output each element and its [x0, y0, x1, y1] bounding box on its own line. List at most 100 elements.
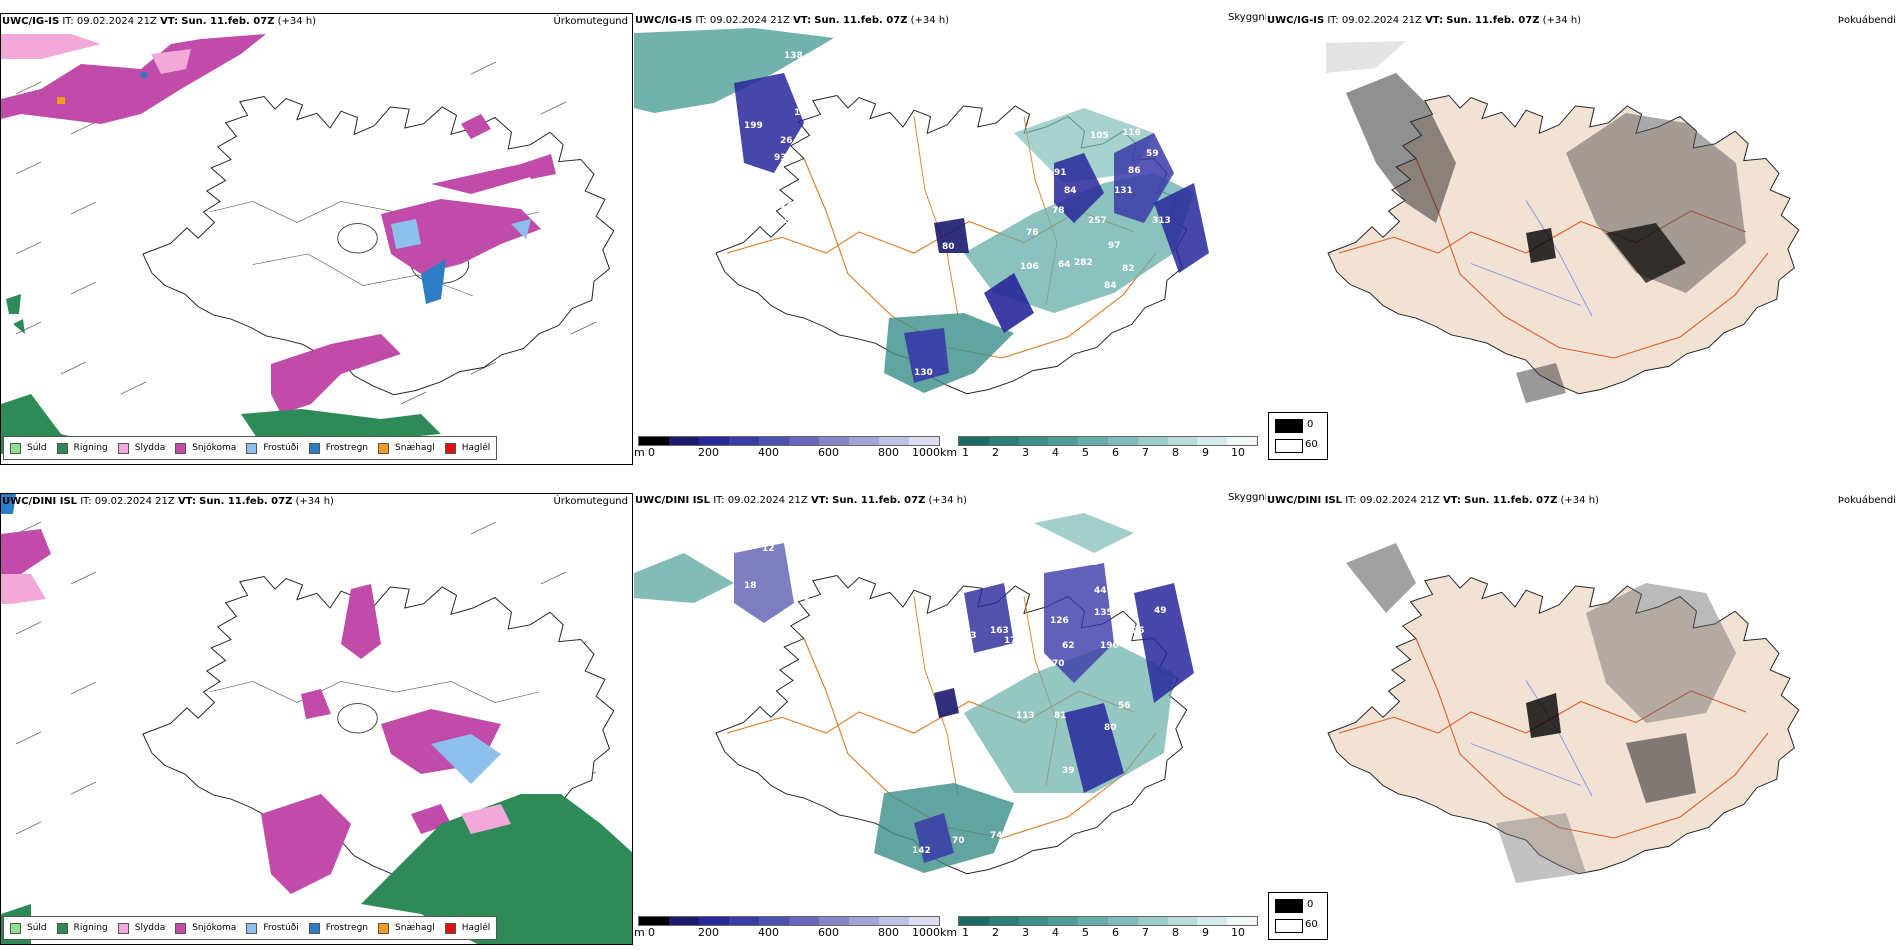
- vis-label: 172: [940, 874, 959, 884]
- vis-m-colorbar: [638, 916, 940, 926]
- vt-value: Sun. 11.feb. 07Z: [1446, 15, 1540, 26]
- precip-map-top: [1, 34, 615, 454]
- vis-label: 160: [1080, 558, 1099, 568]
- legend-label: Haglél: [461, 443, 491, 453]
- legend-label: Snjókoma: [192, 443, 237, 453]
- vis-m-tick: 1000: [912, 446, 940, 459]
- vis-label: 82: [1122, 264, 1135, 274]
- vt-label: VT:: [810, 495, 829, 506]
- it-label: IT:: [62, 16, 74, 27]
- legend-label: Snæhagl: [395, 443, 435, 453]
- legend-item: Frostúði: [246, 442, 299, 454]
- vis-m-tick: 0: [648, 446, 655, 459]
- visibility-panel-top: 138 17 199 26 93 130 114 87 107 2 91 84 …: [634, 13, 1266, 465]
- vis-label: 18: [744, 581, 757, 591]
- vis-label: 25: [1132, 626, 1145, 636]
- vis-label: 105: [1090, 131, 1109, 141]
- vis-label: 84: [1104, 281, 1117, 291]
- vis-km-tick: 10: [1231, 446, 1245, 459]
- vis-label: 62: [1062, 641, 1075, 651]
- vis-m-tick: 400: [758, 446, 779, 459]
- vis-label: 131: [1114, 186, 1133, 196]
- vis-km-tick: 8: [1172, 446, 1179, 459]
- it-value: 09.02.2024 21Z: [1359, 495, 1440, 506]
- precip-legend: Súld Rigning Slydda Snjókoma Frostúði Fr…: [3, 436, 498, 460]
- vis-km-tick: 4: [1052, 926, 1059, 939]
- model-name: UWC/IG-IS: [635, 15, 693, 26]
- vis-label: 138: [784, 51, 803, 61]
- vis-label: 71: [1026, 666, 1039, 676]
- legend-label: Frostregn: [325, 443, 369, 453]
- vis-label: 142: [912, 846, 931, 856]
- legend-swatch: [175, 442, 187, 454]
- legend-item: Frostregn: [308, 922, 368, 934]
- visibility-map-bottom: 12 15 18 75 163 23 17 126 62 70 71 113 8…: [634, 513, 1194, 884]
- precip-panel-bottom: UWC/DINI ISL IT: 09.02.2024 21Z VT: Sun.…: [0, 493, 633, 945]
- fog-legend-label: 60: [1305, 439, 1318, 450]
- vis-label: 91: [1054, 168, 1067, 178]
- lead-time: (+34 h): [295, 496, 334, 507]
- vis-label: 12: [762, 544, 775, 554]
- vis-km-tick: 7: [1142, 446, 1149, 459]
- legend-item: Snæhagl: [378, 442, 435, 454]
- vis-label: 23: [964, 631, 977, 641]
- legend-swatch: [378, 442, 390, 454]
- panel-title: UWC/IG-IS IT: 09.02.2024 21Z VT: Sun. 11…: [1267, 15, 1581, 26]
- vis-label: 87: [784, 216, 797, 226]
- legend-label: Snjókoma: [192, 923, 237, 933]
- vis-label: 114: [774, 201, 793, 211]
- vis-km-tick: 6: [1112, 926, 1119, 939]
- panel-type-label: Skyggni: [1228, 13, 1266, 23]
- vt-value: Sun. 11.feb. 07Z: [199, 496, 293, 507]
- it-value: 09.02.2024 21Z: [727, 495, 808, 506]
- legend-item: Rigning: [56, 442, 108, 454]
- precip-legend: Súld Rigning Slydda Snjókoma Frostúði Fr…: [3, 916, 498, 940]
- fog-legend-label: 0: [1307, 419, 1314, 430]
- vis-label: 64: [1058, 260, 1071, 270]
- vis-km-tick: 10: [1231, 926, 1245, 939]
- vis-label: 135: [1094, 608, 1113, 618]
- vt-label: VT:: [177, 496, 196, 507]
- vis-km-tick: 3: [1022, 446, 1029, 459]
- it-label: IT:: [1327, 15, 1339, 26]
- visibility-value-labels: 138 17 199 26 93 130 114 87 107 2 91 84 …: [744, 51, 1185, 401]
- vis-label: 44: [1094, 586, 1107, 596]
- vis-label: 49: [1154, 606, 1167, 616]
- legend-label: Rigning: [73, 923, 108, 933]
- vis-m-tick: 200: [698, 446, 719, 459]
- it-label: IT:: [1345, 495, 1357, 506]
- panel-type-label: Þokuábendi: [1837, 15, 1896, 26]
- fog-legend: 0 60: [1268, 412, 1328, 460]
- vis-label: 15: [794, 566, 807, 576]
- vis-label: 116: [1122, 128, 1141, 138]
- vis-label: 199: [744, 121, 763, 131]
- vis-m-tick: 600: [818, 926, 839, 939]
- vis-km-tick: 6: [1112, 446, 1119, 459]
- legend-swatch: [246, 922, 258, 934]
- vis-label: 75: [804, 598, 817, 608]
- vis-km-colorbar: [958, 916, 1258, 926]
- fog-legend-swatch: [1275, 439, 1303, 453]
- it-value: 09.02.2024 21Z: [94, 496, 175, 507]
- vis-label: 76: [1026, 228, 1039, 238]
- lead-time: (+34 h): [1560, 495, 1599, 506]
- panel-title: UWC/IG-IS IT: 09.02.2024 21Z VT: Sun. 11…: [635, 15, 949, 26]
- panel-title: UWC/IG-IS IT: 09.02.2024 21Z VT: Sun. 11…: [2, 16, 316, 27]
- legend-swatch: [117, 922, 129, 934]
- fog-legend-label: 60: [1305, 919, 1318, 930]
- vis-m-unit: m: [634, 446, 645, 459]
- legend-item: Frostúði: [246, 922, 299, 934]
- legend-item: Rigning: [56, 922, 108, 934]
- legend-item: Snæhagl: [378, 922, 435, 934]
- legend-label: Haglél: [461, 923, 491, 933]
- vis-km-tick: 4: [1052, 446, 1059, 459]
- fog-panel-bottom: UWC/DINI ISL IT: 09.02.2024 21Z VT: Sun.…: [1266, 493, 1900, 945]
- vis-label: 56: [1118, 701, 1131, 711]
- it-label: IT:: [80, 496, 92, 507]
- legend-swatch: [246, 442, 258, 454]
- legend-swatch: [308, 442, 320, 454]
- it-label: IT:: [695, 15, 707, 26]
- vt-label: VT:: [1442, 495, 1461, 506]
- vis-label: 84: [1064, 186, 1077, 196]
- vis-label: 128: [926, 391, 945, 401]
